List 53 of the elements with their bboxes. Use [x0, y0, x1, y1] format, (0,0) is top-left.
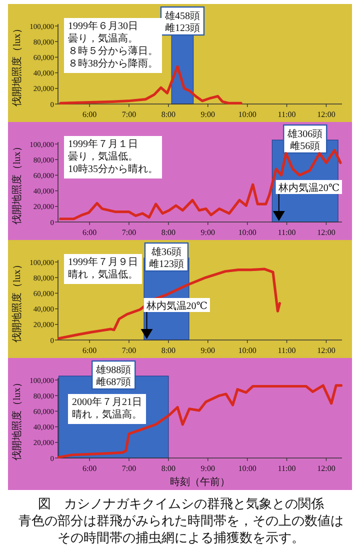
x-tick-label: 11:00 [278, 346, 296, 355]
annotation: 1999年７月１日 [68, 138, 138, 150]
line-series [57, 268, 281, 340]
x-tick-label: 6:00 [82, 228, 97, 237]
annotation: 10時35分から晴れ。 [68, 163, 158, 175]
y-axis-title: 伐開地照度（lux） [11, 142, 23, 224]
x-tick-label: 11:00 [278, 464, 296, 473]
annotation: 1999年６月30日 [68, 20, 138, 32]
x-tick-label: 12:00 [317, 228, 336, 237]
text: 青色の部分は群飛がみられた時間帯を，その上の数値はその時間帯の捕虫網による捕獲数を示す。 [18, 514, 344, 546]
text: 図 カシノナガキクイムシの群飛と気象との関係 [38, 497, 324, 512]
y-axis-title: 伐開地照度（lux） [11, 378, 23, 460]
annotation: ８時５分から薄日。 [68, 45, 158, 57]
x-tick-label: 8:00 [161, 346, 176, 355]
x-tick-label: 7:00 [122, 346, 136, 355]
x-tick-label: 6:00 [82, 346, 97, 355]
x-tick-label: 7:00 [122, 110, 136, 119]
x-tick-label: 6:00 [82, 464, 97, 473]
x-tick-label: 9:00 [200, 110, 216, 119]
annotation: 晴れ，気温低。 [68, 268, 138, 280]
annotation: 晴れ，気温高。 [72, 408, 142, 420]
annotation: ８時38分から降雨。 [68, 58, 158, 70]
x-tick-label: 6:00 [82, 110, 97, 119]
x-tick-label: 8:00 [161, 228, 176, 237]
x-tick-label: 9:00 [200, 228, 216, 237]
annotation: 林内気温20℃ [277, 182, 340, 194]
x-tick-label: 7:00 [122, 464, 136, 473]
x-tick-label: 12:00 [317, 346, 336, 355]
x-tick-label: 10:00 [238, 228, 256, 237]
x-tick-label: 7:00 [122, 228, 136, 237]
x-tick-label: 8:00 [161, 464, 176, 473]
annotation: 2000年７月21日 [72, 396, 142, 408]
annotation: 林内気温20℃ [145, 300, 208, 312]
x-tick-label: 9:00 [200, 346, 216, 355]
x-tick-label: 11:00 [278, 228, 296, 237]
x-tick-label: 11:00 [278, 110, 296, 119]
x-axis-title: 時刻（午前） [170, 476, 230, 488]
x-tick-label: 10:00 [238, 110, 256, 119]
x-tick-label: 10:00 [238, 464, 256, 473]
band-label: 雄36頭雌123頭 [148, 246, 184, 270]
y-axis-title: 伐開地照度（lux） [11, 24, 23, 106]
x-tick-label: 8:00 [161, 110, 176, 119]
annotation: 曇り，気温低。 [68, 150, 138, 162]
y-axis-title: 伐開地照度（lux） [11, 260, 23, 342]
x-tick-label: 12:00 [317, 110, 336, 119]
band-label: 雄458頭雌123頭 [164, 10, 200, 34]
band-label: 雄306頭雌56頭 [286, 128, 323, 152]
x-tick-label: 12:00 [317, 464, 336, 473]
x-tick-label: 10:00 [238, 346, 256, 355]
x-tick-label: 9:00 [200, 464, 216, 473]
band-label: 雄988頭雌687頭 [95, 364, 132, 388]
annotation: 1999年７月９日 [68, 256, 138, 268]
annotation: 曇り，気温高。 [68, 32, 138, 44]
